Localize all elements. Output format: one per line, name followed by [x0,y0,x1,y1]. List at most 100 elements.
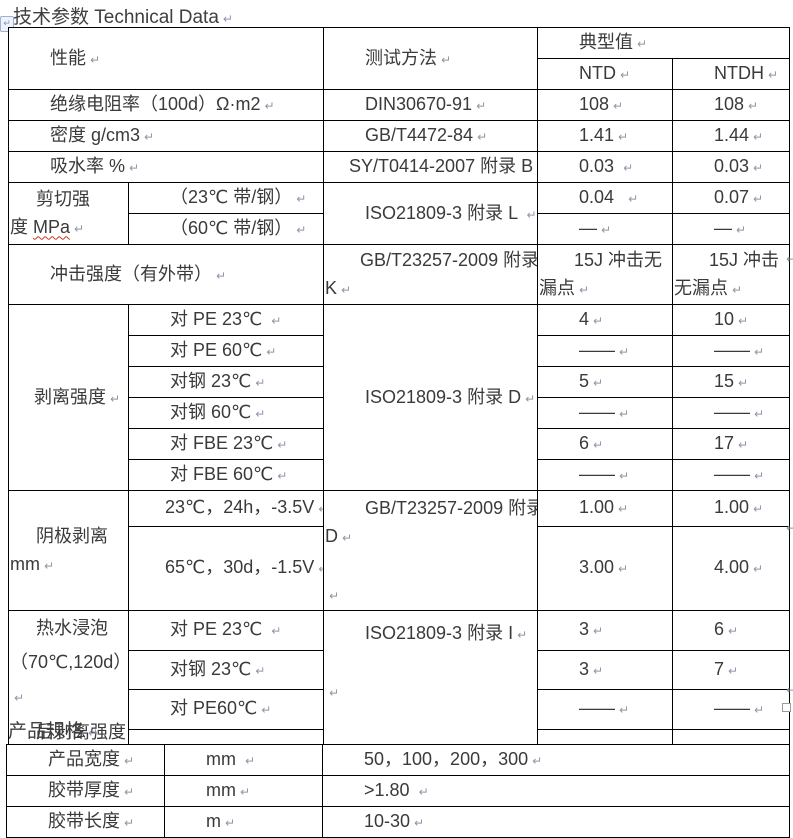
test-method-header-text: 测试方法 [365,48,437,68]
paragraph-mark-icon: ↵ [738,438,748,452]
paragraph-mark-icon: ↵ [296,192,306,206]
impact-method-line1: GB/T23257-2009 附录 [360,250,538,270]
cell-insulation-ntdh: 108↵ [673,90,790,121]
impact-method-line2: K [325,278,337,298]
insulation-method-text: DIN30670-91 [365,94,472,114]
paragraph-mark-icon: ↵ [579,283,589,297]
peel-ntdh-text: 17 [714,433,734,453]
cell-hotwater-cond-pe60: 对 PE60℃↵ [129,690,324,730]
paragraph-mark-icon: ↵ [619,469,629,483]
section2-title: 产品规格↵ [8,716,98,743]
cell-hotwater-ntdh-pe60: ——↵ [673,690,790,730]
hotwater-cond-text: 对钢 23℃ [170,659,251,679]
cell-product-width-name: 产品宽度↵ [7,745,165,776]
water-absorption-ntdh-text: 0.03 [714,156,749,176]
cathodic-ntd1-text: 1.00 [579,497,614,517]
paragraph-mark-icon: ↵ [619,345,629,359]
cathodic-ntdh1-text: 1.00 [714,497,749,517]
shear-60-cond-text: （60℃ 带/钢） [170,218,292,238]
paragraph-mark-icon: ↵ [754,407,764,421]
row-end-mark-icon: ↵ [786,521,793,535]
paragraph-mark-icon: ↵ [414,816,424,830]
hotwater-cond-text: 对 PE60℃ [170,698,257,718]
hot-water-label-line1: 热水浸泡 [36,618,108,638]
shear-60-ntdh-text: — [714,218,732,238]
paragraph-mark-icon: ↵ [124,754,134,768]
paragraph-mark-icon: ↵ [768,68,778,82]
cell-shear-23-cond: （23℃ 带/钢）↵ [129,183,324,214]
cell-tape-length-name: 胶带长度 ↵ [7,807,165,838]
cell-ntdh-header: NTDH ↵ [673,59,790,90]
paragraph-mark-icon: ↵ [623,161,633,175]
water-absorption-label-text: 吸水率 % [50,156,125,176]
impact-label-text: 冲击强度（有外带） [50,264,212,284]
cell-peel-cond-pe23: 对 PE 23℃ ↵ [129,305,324,336]
cell-peel-method: ISO21809-3 附录 D↵ [324,305,538,491]
impact-ntd-line1: 15J 冲击无 [574,250,662,270]
density-method-text: GB/T4472-84 [365,125,473,145]
cell-peel-cond-steel60: 对钢 60℃↵ [129,398,324,429]
cell-peel-ntdh-fbe23: 17 ↵ [673,429,790,460]
cell-impact-ntdh: 15J 冲击无漏点↵ [673,245,790,305]
peel-ntdh-text: 15 [714,371,734,391]
paragraph-mark-icon: ↵ [124,816,134,830]
paragraph-mark-icon: ↵ [14,691,24,705]
cell-hotwater-ntdh-pe23: 6↵ [673,611,790,651]
paragraph-mark-icon: ↵ [738,314,748,328]
ntdh-header-text: NTDH [714,63,764,83]
product-width-unit-text: mm [206,749,236,769]
paragraph-mark-icon: ↵ [620,68,630,82]
cell-peel-ntd-steel60: ——↵ [538,398,673,429]
table-row: 热水浸泡（70℃,120d）↵ 后剥离强度N/cm↵ 对 PE 23℃ ↵ IS… [9,611,790,651]
cell-shear-60-ntd: —↵ [538,214,673,245]
paragraph-mark-icon: ↵ [738,376,748,390]
cathodic-label-line1: 阴极剥离 [36,526,108,546]
peel-ntd-text: —— [579,402,615,422]
cell-shear-60-ntdh: —↵ [673,214,790,245]
impact-ntdh-line2: 无漏点 [674,278,728,298]
paragraph-mark-icon: ↵ [74,222,84,236]
cathodic-method-line1: GB/T23257-2009 附录 [365,498,538,518]
typical-value-header-text: 典型值 [579,32,633,52]
paragraph-mark-icon: ↵ [271,624,281,638]
cell-shear-23-ntdh: 0.07↵ [673,183,790,214]
shear-label-line2: 度 [10,217,33,237]
paragraph-mark-icon: ↵ [88,726,98,740]
paragraph-mark-icon: ↵ [223,12,233,26]
paragraph-mark-icon: ↵ [593,314,603,328]
peel-ntd-text: —— [579,464,615,484]
cell-insulation-method: DIN30670-91↵ [324,90,538,121]
cell-hotwater-ntdh-steel23: 7↵ [673,650,790,690]
water-absorption-ntd-text: 0.03 [579,156,614,176]
paragraph-mark-icon: ↵ [419,785,429,799]
cell-peel-ntdh-fbe60: ——↵ [673,460,790,491]
cell-hotwater-cond-pe23: 对 PE 23℃ ↵ [129,611,324,651]
density-label-text: 密度 g/cm3 [50,125,140,145]
peel-ntd-text: 4 [579,309,589,329]
cell-ntd-header: NTD↵ [538,59,673,90]
peel-ntdh-text: 10 [714,309,734,329]
shear-60-ntd-text: — [579,218,597,238]
paragraph-mark-icon: ↵ [441,53,451,67]
hotwater-ntd-text: —— [579,698,615,718]
hotwater-ntd-text: 3 [579,659,589,679]
paragraph-mark-icon: ↵ [255,376,265,390]
paragraph-mark-icon: ↵ [525,392,535,406]
paragraph-mark-icon: ↵ [532,754,542,768]
paragraph-mark-icon: ↵ [754,345,764,359]
paragraph-mark-icon: ↵ [329,589,339,603]
shear-label-unit: MPa [33,217,70,237]
paragraph-mark-icon: ↵ [216,269,226,283]
paragraph-mark-icon: ↵ [266,345,276,359]
paragraph-mark-icon: ↵ [44,559,54,573]
cell-hotwater-ntd-pe60: ——↵ [538,690,673,730]
paragraph-mark-icon: ↵ [265,99,275,113]
paragraph-mark-icon: ↵ [753,161,763,175]
cathodic-ntd2-text: 3.00 [579,557,614,577]
tape-length-name-text: 胶带长度 [48,811,120,831]
paragraph-mark-icon: ↵ [601,223,611,237]
paragraph-mark-icon: ↵ [593,438,603,452]
shear-label-paragraph: 剪切强度 MPa↵ [10,185,127,243]
